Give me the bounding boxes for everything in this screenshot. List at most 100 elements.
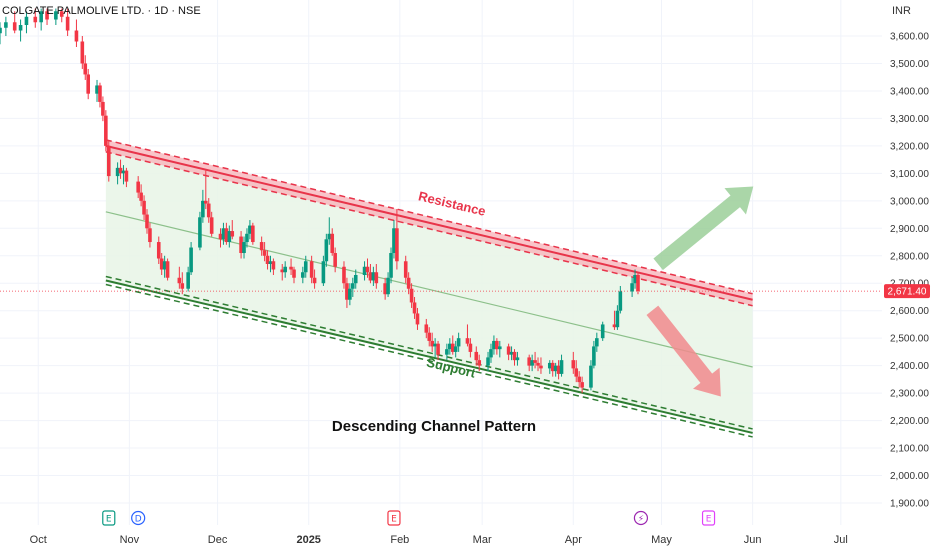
candle[interactable] bbox=[206, 198, 211, 223]
candle[interactable] bbox=[139, 184, 143, 207]
candle[interactable] bbox=[533, 351, 537, 369]
candle[interactable] bbox=[539, 357, 543, 374]
candle[interactable] bbox=[209, 211, 214, 237]
candle[interactable] bbox=[121, 165, 126, 185]
event-marker-earnings[interactable]: E bbox=[701, 510, 716, 526]
candle[interactable] bbox=[292, 266, 296, 284]
candle[interactable] bbox=[550, 360, 555, 377]
candle[interactable] bbox=[74, 19, 79, 47]
candle[interactable] bbox=[509, 346, 514, 361]
candle[interactable] bbox=[512, 349, 517, 366]
candle[interactable] bbox=[450, 335, 455, 355]
candle[interactable] bbox=[142, 195, 146, 221]
candle[interactable] bbox=[403, 255, 408, 284]
candle[interactable] bbox=[239, 231, 243, 259]
candle[interactable] bbox=[327, 217, 332, 245]
candle[interactable] bbox=[242, 236, 246, 259]
candle[interactable] bbox=[612, 310, 617, 330]
candle[interactable] bbox=[24, 11, 29, 34]
candle[interactable] bbox=[124, 167, 129, 188]
candle[interactable] bbox=[430, 332, 434, 352]
candle[interactable] bbox=[248, 220, 252, 240]
candle[interactable] bbox=[412, 296, 417, 319]
candles[interactable] bbox=[0, 8, 640, 394]
candle[interactable] bbox=[392, 220, 396, 259]
candle[interactable] bbox=[445, 343, 449, 361]
candle[interactable] bbox=[265, 250, 270, 270]
candle[interactable] bbox=[65, 8, 70, 36]
candle[interactable] bbox=[618, 285, 623, 314]
candle[interactable] bbox=[18, 19, 23, 42]
candle[interactable] bbox=[465, 324, 470, 347]
candle[interactable] bbox=[145, 209, 149, 234]
candle[interactable] bbox=[230, 220, 235, 240]
candle[interactable] bbox=[477, 354, 482, 372]
candle[interactable] bbox=[365, 258, 370, 278]
candle[interactable] bbox=[283, 261, 287, 278]
candle[interactable] bbox=[80, 36, 85, 69]
candle[interactable] bbox=[589, 360, 593, 391]
event-markers[interactable]: E D E ⚡ E bbox=[102, 510, 716, 526]
candle[interactable] bbox=[198, 211, 202, 251]
candle[interactable] bbox=[54, 8, 58, 26]
candle[interactable] bbox=[592, 340, 596, 369]
candle[interactable] bbox=[474, 346, 479, 366]
candle[interactable] bbox=[106, 140, 111, 182]
candle[interactable] bbox=[427, 327, 432, 347]
candle[interactable] bbox=[536, 357, 540, 372]
candle[interactable] bbox=[224, 222, 229, 245]
candle[interactable] bbox=[165, 258, 170, 281]
candle[interactable] bbox=[333, 247, 337, 273]
candle[interactable] bbox=[148, 222, 152, 248]
candle[interactable] bbox=[395, 209, 399, 270]
candle[interactable] bbox=[530, 354, 534, 372]
candle[interactable] bbox=[547, 360, 552, 374]
candle[interactable] bbox=[368, 264, 373, 284]
candle[interactable] bbox=[312, 269, 317, 289]
candle[interactable] bbox=[409, 283, 414, 308]
candle[interactable] bbox=[177, 266, 182, 289]
candle[interactable] bbox=[383, 277, 387, 300]
candle[interactable] bbox=[486, 351, 490, 372]
candle[interactable] bbox=[101, 96, 105, 122]
candle[interactable] bbox=[156, 236, 161, 265]
candle[interactable] bbox=[262, 242, 267, 262]
candle[interactable] bbox=[330, 228, 335, 256]
candle[interactable] bbox=[159, 253, 164, 275]
candle[interactable] bbox=[259, 236, 264, 256]
candle[interactable] bbox=[204, 170, 208, 210]
event-marker-dividend[interactable]: D bbox=[131, 510, 146, 526]
candle[interactable] bbox=[221, 222, 226, 245]
candle[interactable] bbox=[186, 266, 190, 292]
candle[interactable] bbox=[374, 264, 379, 289]
candle[interactable] bbox=[406, 272, 411, 295]
candle[interactable] bbox=[436, 340, 440, 361]
candle[interactable] bbox=[636, 272, 640, 295]
candle[interactable] bbox=[12, 11, 17, 34]
candle[interactable] bbox=[303, 255, 308, 278]
candle[interactable] bbox=[495, 338, 499, 355]
candle[interactable] bbox=[321, 255, 326, 286]
candle[interactable] bbox=[280, 264, 285, 281]
candle[interactable] bbox=[615, 305, 620, 330]
candle[interactable] bbox=[309, 255, 314, 284]
candle[interactable] bbox=[433, 338, 437, 358]
candle[interactable] bbox=[351, 277, 355, 297]
candle[interactable] bbox=[386, 272, 390, 297]
event-marker-earnings[interactable]: E bbox=[102, 510, 116, 526]
candle[interactable] bbox=[498, 340, 502, 358]
candle[interactable] bbox=[348, 283, 352, 306]
candle[interactable] bbox=[95, 79, 99, 102]
candle[interactable] bbox=[371, 266, 376, 286]
candle[interactable] bbox=[59, 8, 64, 23]
event-marker-event[interactable]: ⚡ bbox=[633, 510, 649, 526]
candle[interactable] bbox=[556, 360, 561, 380]
candle[interactable] bbox=[345, 277, 349, 308]
candle[interactable] bbox=[577, 371, 581, 388]
candle[interactable] bbox=[115, 162, 120, 185]
candle[interactable] bbox=[389, 247, 393, 284]
candle[interactable] bbox=[424, 318, 429, 339]
candle[interactable] bbox=[362, 261, 367, 281]
candle[interactable] bbox=[453, 340, 458, 358]
